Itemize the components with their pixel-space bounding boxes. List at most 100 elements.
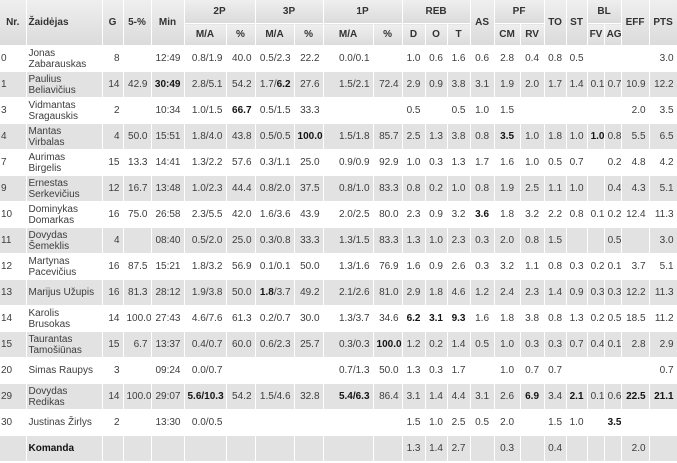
cell-st xyxy=(566,435,588,462)
table-row: 12 Martynas Pacevičius 16 87.5 15:21 1.8/3.2 5… xyxy=(0,253,677,280)
cell-d: 1.6 xyxy=(402,253,426,280)
cell-f5: 42.9 xyxy=(123,71,152,98)
cell-cm: 20.4 xyxy=(494,461,521,463)
col-header-nr: Nr. xyxy=(0,0,27,46)
cell-p1pct: 76.9 xyxy=(373,253,403,280)
cell-g: 14 xyxy=(102,383,124,410)
cell-cm: 2.4 xyxy=(494,279,521,306)
cell-o: 1.0 xyxy=(425,227,448,254)
cell-t: 0.5 xyxy=(447,97,471,124)
cell-p1pct: 100.0 xyxy=(373,331,403,358)
table-row: 11 Dovydas Šemeklis 4 08:40 0.5/2.0 25.0 0.3/0… xyxy=(0,227,677,254)
cell-f5: 16.7 xyxy=(123,175,152,202)
cell-p3ma xyxy=(255,357,295,384)
cell-pts: 12.2 xyxy=(649,71,677,98)
cell-ag: 0.2 xyxy=(604,149,622,176)
cell-cm: 2.0 xyxy=(494,227,521,254)
cell-p1pct: 34.6 xyxy=(373,305,403,332)
cell-t: 34.6 xyxy=(447,461,471,463)
table-row: 14 Karolis Brusokas 14 100.0 27:43 4.6/7.6 61.… xyxy=(0,305,677,332)
cell-p2pct: 54.2 xyxy=(226,383,256,410)
cell-p3pct xyxy=(294,357,324,384)
cell-as: 3.6 xyxy=(470,201,495,228)
cell-p3ma: 0.2/0.7 xyxy=(255,305,295,332)
cell-as xyxy=(470,435,495,462)
cell-o: 1.4 xyxy=(425,383,448,410)
cell-p2ma: 0.0/0.7 xyxy=(184,357,227,384)
cell-nr: 20 xyxy=(0,357,27,384)
cell-pts: 11.2 xyxy=(649,305,677,332)
cell-g: 15 xyxy=(102,149,124,176)
cell-p3pct: 50.0 xyxy=(294,253,324,280)
table-row: 15 Taurantas Tamošiūnas 15 6.7 13:37 0.4/0.7 6… xyxy=(0,331,677,358)
cell-p2ma: 1.9/3.8 xyxy=(184,279,227,306)
cell-st: 0.7 xyxy=(566,331,588,358)
table-row: Viso16 20.8/39.852.28.3/23.835.015.1/20.3… xyxy=(0,461,677,463)
cell-nr xyxy=(0,461,27,463)
cell-pts: 11.3 xyxy=(649,201,677,228)
cell-cm: 2.6 xyxy=(494,383,521,410)
cell-st: 0.5 xyxy=(566,45,588,72)
cell-name: Marijus Užupis xyxy=(26,279,103,306)
cell-min: 08:40 xyxy=(151,227,185,254)
cell-as: 3.1 xyxy=(470,71,495,98)
cell-t: 2.5 xyxy=(447,409,471,436)
cell-p1pct: 86.4 xyxy=(373,383,403,410)
cell-f5 xyxy=(123,461,152,463)
cell-rv: 3.8 xyxy=(520,305,545,332)
cell-p3ma: 0.8/2.0 xyxy=(255,175,295,202)
cell-t: 1.7 xyxy=(447,357,471,384)
cell-t: 1.6 xyxy=(447,45,471,72)
cell-o: 11.3 xyxy=(425,461,448,463)
cell-ag: 3.5 xyxy=(604,409,622,436)
cell-d: 0.5 xyxy=(402,97,426,124)
cell-f5: 87.5 xyxy=(123,253,152,280)
cell-ag xyxy=(604,435,622,462)
cell-min: 10:34 xyxy=(151,97,185,124)
cell-eff xyxy=(621,45,650,72)
cell-as: 3.1 xyxy=(470,383,495,410)
col-header-eff: EFF xyxy=(621,0,650,46)
cell-fv: 1.6 xyxy=(587,461,605,463)
cell-p3pct: 22.2 xyxy=(294,45,324,72)
cell-fv xyxy=(587,97,605,124)
cell-nr: 15 xyxy=(0,331,27,358)
cell-st: 1.0 xyxy=(566,123,588,150)
cell-min: 29:07 xyxy=(151,383,185,410)
cell-eff: 18.5 xyxy=(621,305,650,332)
cell-p2pct: 40.0 xyxy=(226,45,256,72)
cell-st: 0.7 xyxy=(566,149,588,176)
cell-p1pct: 81.0 xyxy=(373,279,403,306)
cell-min: 14:41 xyxy=(151,149,185,176)
cell-cm: 1.8 xyxy=(494,305,521,332)
cell-to: 1.4 xyxy=(544,279,567,306)
cell-cm: 1.5 xyxy=(494,97,521,124)
cell-fv: 0.2 xyxy=(587,253,605,280)
cell-p3pct: 35.0 xyxy=(294,461,324,463)
cell-ag: 0.3 xyxy=(604,279,622,306)
cell-d: 1.0 xyxy=(402,45,426,72)
col-header-minutes: Min xyxy=(151,0,185,46)
cell-p1ma: 2.0/2.5 xyxy=(323,201,374,228)
cell-min: 15:21 xyxy=(151,253,185,280)
cell-g: 14 xyxy=(102,305,124,332)
cell-ag: 0.6 xyxy=(604,383,622,410)
cell-eff: 2.0 xyxy=(621,435,650,462)
cell-o: 0.9 xyxy=(425,71,448,98)
cell-p3pct xyxy=(294,409,324,436)
cell-pts: 6.5 xyxy=(649,123,677,150)
cell-name: Taurantas Tamošiūnas xyxy=(26,331,103,358)
cell-p3pct: 27.6 xyxy=(294,71,324,98)
col-header-1p-pct: % xyxy=(373,23,403,46)
table-row: 0 Jonas Zabarauskas 8 12:49 0.8/1.9 40.0 0.5/2… xyxy=(0,45,677,72)
cell-p3pct: 25.0 xyxy=(294,149,324,176)
cell-rv: 0.4 xyxy=(520,45,545,72)
cell-eff: 5.5 xyxy=(621,123,650,150)
cell-p2pct: 57.6 xyxy=(226,149,256,176)
cell-o: 0.9 xyxy=(425,253,448,280)
cell-p1ma xyxy=(323,435,374,462)
cell-f5: 13.3 xyxy=(123,149,152,176)
cell-g: 16 xyxy=(102,279,124,306)
